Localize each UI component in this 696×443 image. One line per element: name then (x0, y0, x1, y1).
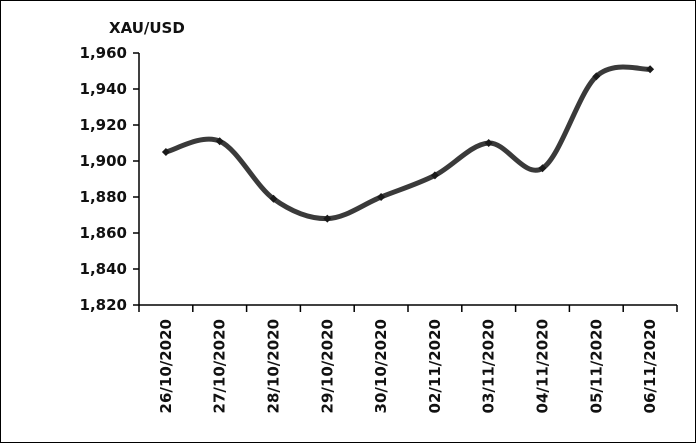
y-tick-label: 1,940 (80, 80, 127, 98)
y-tick-label: 1,920 (80, 116, 127, 134)
x-tick-label: 02/11/2020 (426, 319, 444, 413)
x-tick-label: 29/10/2020 (318, 319, 336, 413)
x-tick-label: 05/11/2020 (587, 319, 605, 413)
series-line (166, 67, 650, 219)
y-tick-label: 1,880 (80, 188, 127, 206)
x-tick-label: 26/10/2020 (157, 319, 175, 413)
y-axis-unit-label: XAU/USD (109, 19, 185, 37)
x-tick-label: 28/10/2020 (265, 319, 283, 413)
y-tick-label: 1,820 (80, 296, 127, 314)
data-point-marker (323, 215, 331, 223)
x-tick-label: 27/10/2020 (211, 319, 229, 413)
data-points (162, 65, 654, 222)
x-tick-label: 06/11/2020 (641, 319, 659, 413)
y-axis-ticks: 1,820 1,840 1,860 1,880 1,900 1,920 1,940 1,960 (80, 44, 139, 314)
y-tick-label: 1,840 (80, 260, 127, 278)
axes (139, 53, 677, 305)
x-tick-label: 04/11/2020 (534, 319, 552, 413)
data-point-marker (646, 65, 654, 73)
y-tick-label: 1,900 (80, 152, 127, 170)
x-tick-label: 30/10/2020 (372, 319, 390, 413)
x-axis-ticks: 26/10/2020 27/10/2020 28/10/2020 29/10/2020… (139, 305, 677, 413)
y-tick-label: 1,860 (80, 224, 127, 242)
y-tick-label: 1,960 (80, 44, 127, 62)
x-tick-label: 03/11/2020 (480, 319, 498, 413)
